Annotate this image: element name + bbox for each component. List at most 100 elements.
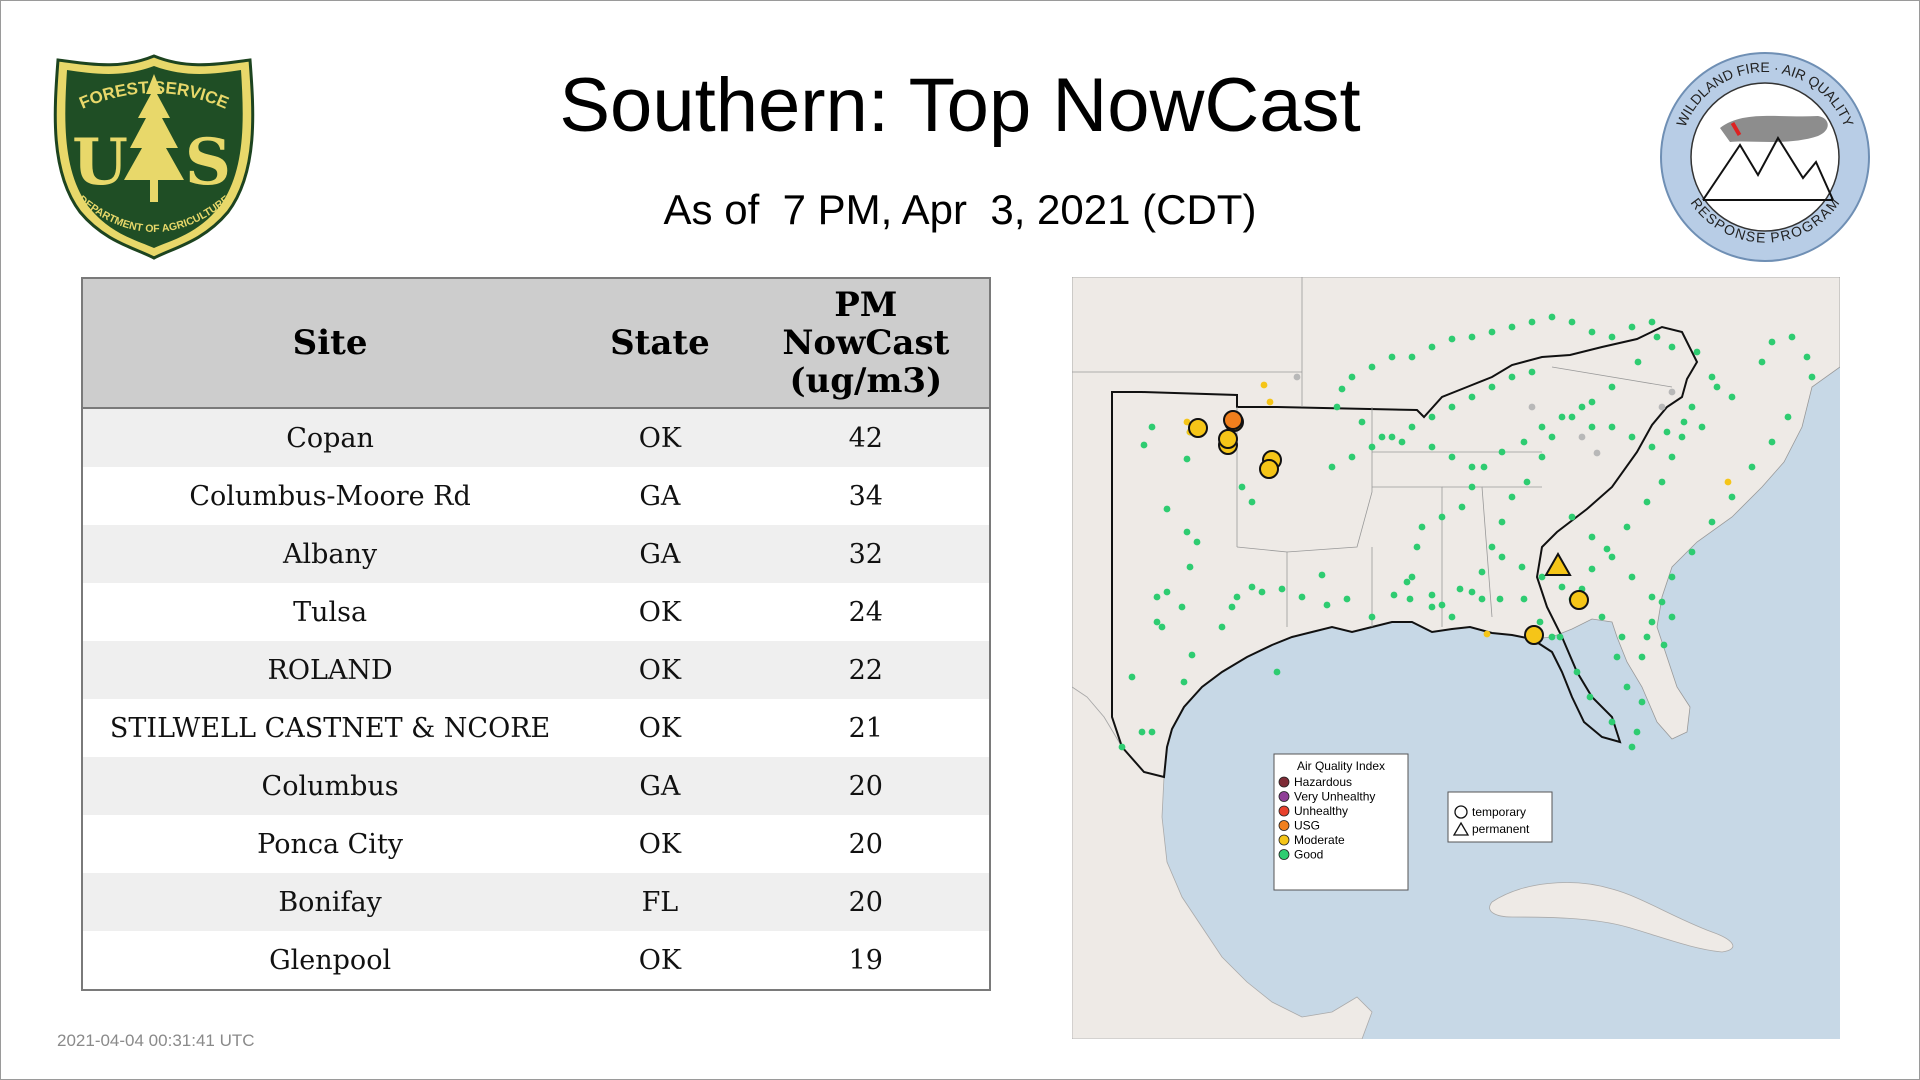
monitor-marker [1163, 588, 1171, 596]
monitor-marker [1223, 410, 1243, 430]
monitor-marker [1528, 368, 1536, 376]
monitor-marker [1578, 403, 1586, 411]
monitor-marker [1628, 743, 1636, 751]
monitor-marker [1163, 505, 1171, 513]
cell-value: 42 [742, 408, 990, 467]
cell-state: FL [577, 873, 743, 931]
monitor-marker [1618, 633, 1626, 641]
monitor-marker [1468, 333, 1476, 341]
monitor-marker [1588, 423, 1596, 431]
legend-temporary: temporary [1472, 805, 1526, 819]
monitor-marker [1488, 383, 1496, 391]
monitor-marker [1523, 478, 1531, 486]
monitor-marker [1238, 483, 1246, 491]
monitor-marker [1183, 418, 1191, 426]
legend-swatch-icon [1278, 834, 1290, 846]
legend-item-label: Moderate [1294, 833, 1345, 847]
monitor-marker [1388, 433, 1396, 441]
page-title: Southern: Top NowCast [559, 63, 1361, 148]
cell-site: Glenpool [82, 931, 578, 990]
shape-legend: temporary permanent [1447, 791, 1553, 843]
monitor-marker [1648, 593, 1656, 601]
table-row: Bonifay FL 20 [82, 873, 990, 931]
monitor-marker [1186, 563, 1194, 571]
monitor-marker [1428, 413, 1436, 421]
monitor-marker [1498, 553, 1506, 561]
monitor-marker [1438, 513, 1446, 521]
monitor-marker [1348, 453, 1356, 461]
monitor-marker [1608, 553, 1616, 561]
legend-item-label: Good [1294, 848, 1323, 862]
legend-permanent: permanent [1472, 822, 1530, 836]
monitor-marker [1558, 583, 1566, 591]
monitor-marker [1608, 718, 1616, 726]
monitor-marker [1348, 373, 1356, 381]
cell-site: Bonifay [82, 873, 578, 931]
monitor-marker [1708, 373, 1716, 381]
monitor-marker [1318, 571, 1326, 579]
monitor-marker [1668, 388, 1676, 396]
table-row: ROLAND OK 22 [82, 641, 990, 699]
usfs-letter-u: U [72, 125, 128, 200]
monitor-marker [1448, 613, 1456, 621]
monitor-marker [1388, 353, 1396, 361]
cell-state: OK [577, 583, 743, 641]
cell-site: Columbus [82, 757, 578, 815]
permanent-triangle-icon [1452, 821, 1470, 836]
legend-swatch-icon [1278, 820, 1290, 831]
table-header-row: Site State PM NowCast (ug/m3) [82, 278, 990, 409]
wfaq-logo: WILDLAND FIRE · AIR QUALITY RESPONSE PRO… [1660, 52, 1870, 262]
monitor-marker [1496, 595, 1504, 603]
table-row: Ponca City OK 20 [82, 815, 990, 873]
monitor-marker [1648, 443, 1656, 451]
monitor-marker [1193, 538, 1201, 546]
monitor-marker [1758, 358, 1766, 366]
monitor-marker [1148, 423, 1156, 431]
monitor-marker [1653, 333, 1661, 341]
monitor-marker [1358, 418, 1366, 426]
monitor-marker [1278, 585, 1286, 593]
monitor-marker [1428, 591, 1436, 599]
monitor-marker [1728, 393, 1736, 401]
monitor-marker [1266, 398, 1274, 406]
monitor-marker [1784, 413, 1792, 421]
cell-site: Albany [82, 525, 578, 583]
monitor-marker [1259, 459, 1279, 479]
monitor-marker [1623, 523, 1631, 531]
monitor-marker [1688, 548, 1696, 556]
header-pm-nowcast: PM NowCast (ug/m3) [742, 278, 990, 409]
monitor-marker [1768, 438, 1776, 446]
cell-state: GA [577, 525, 743, 583]
monitor-marker [1668, 613, 1676, 621]
legend-swatch-icon [1278, 791, 1290, 802]
monitor-marker [1668, 453, 1676, 461]
monitor-marker [1488, 543, 1496, 551]
monitor-marker [1548, 433, 1556, 441]
monitor-marker [1273, 668, 1281, 676]
monitor-marker [1323, 601, 1331, 609]
monitor-marker [1573, 668, 1581, 676]
monitor-marker [1180, 678, 1188, 686]
monitor-marker [1408, 573, 1416, 581]
monitor-marker [1153, 593, 1161, 601]
monitor-marker [1520, 595, 1528, 603]
monitor-marker [1568, 513, 1576, 521]
top-nowcast-table: Site State PM NowCast (ug/m3) Copan OK 4… [81, 277, 991, 991]
cell-value: 22 [742, 641, 990, 699]
monitor-marker [1603, 545, 1611, 553]
cell-state: OK [577, 641, 743, 699]
monitor-markers [1118, 313, 1816, 751]
cell-state: OK [577, 815, 743, 873]
monitor-marker [1628, 573, 1636, 581]
generated-timestamp: 2021-04-04 00:31:41 UTC [57, 1031, 255, 1050]
legend-item-label: USG [1294, 819, 1320, 833]
monitor-marker [1593, 449, 1601, 457]
monitor-marker [1524, 625, 1544, 645]
monitor-marker [1448, 403, 1456, 411]
monitor-marker [1768, 338, 1776, 346]
monitor-marker [1508, 323, 1516, 331]
monitor-marker [1498, 518, 1506, 526]
monitor-marker [1588, 328, 1596, 336]
legend-swatch-icon [1278, 776, 1290, 788]
